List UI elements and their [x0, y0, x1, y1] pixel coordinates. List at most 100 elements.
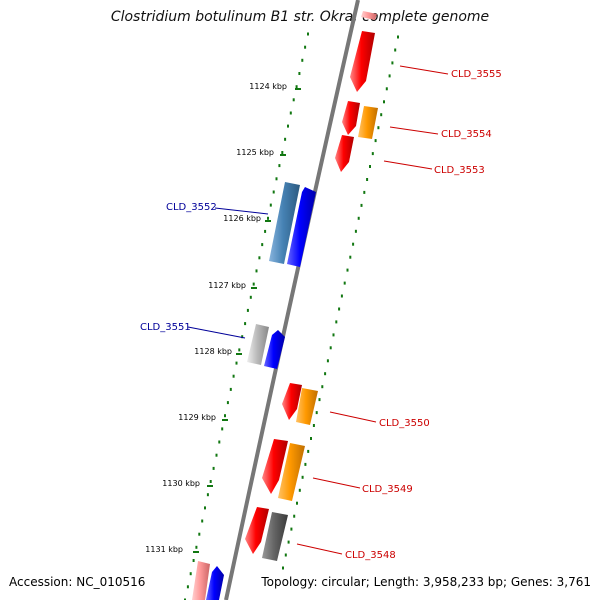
genome-summary-text: Topology: circular; Length: 3,958,233 bp…	[261, 575, 591, 589]
tick-label-1125: 1125 kbp	[236, 148, 274, 157]
scale-dot	[354, 229, 357, 233]
scale-dot	[258, 256, 261, 260]
gene-arrow-cld-3554[interactable]	[358, 106, 378, 139]
scale-dot	[244, 322, 247, 326]
scale-dot	[315, 411, 318, 415]
gene-arrow-cld-3553[interactable]	[335, 135, 354, 172]
leader-cld-3553	[383, 160, 433, 170]
major-ticks	[193, 88, 301, 553]
gene-arrow-cld-3552[interactable]	[287, 187, 316, 267]
scale-dot	[278, 164, 281, 168]
gene-label-cld-3550[interactable]: CLD_3550	[379, 418, 430, 429]
scale-dot	[192, 559, 195, 562]
scale-dot	[204, 506, 206, 510]
scale-dot	[296, 501, 298, 505]
scale-dot	[307, 32, 309, 36]
scale-dot	[292, 98, 295, 102]
leader-cld-3554	[389, 126, 439, 135]
scale-dot	[335, 320, 338, 324]
scale-dot	[284, 553, 287, 557]
scale-dot	[212, 466, 215, 470]
gene-label-cld-3552[interactable]: CLD_3552	[166, 202, 217, 213]
scale-dot	[298, 72, 301, 75]
tick-label-1129: 1129 kbp	[178, 413, 216, 422]
scale-dot	[321, 385, 324, 389]
gene-label-cld-3553[interactable]: CLD_3553	[434, 165, 485, 176]
scale-dot	[324, 372, 327, 376]
gene-arrow-top-pink[interactable]	[361, 11, 377, 20]
leader-cld-3552	[214, 207, 269, 215]
scale-dot	[267, 216, 269, 220]
scale-dot	[261, 243, 264, 247]
scale-dot	[215, 453, 218, 457]
scale-dot	[269, 203, 272, 207]
scale-dot	[374, 139, 377, 143]
scale-dot	[184, 598, 186, 600]
scale-dot	[329, 346, 332, 350]
gene-label-cld-3551[interactable]: CLD_3551	[140, 322, 191, 333]
scale-dot	[246, 308, 249, 312]
scale-dot	[307, 449, 310, 453]
left-scale-dots	[184, 32, 309, 600]
gene-label-cld-3555[interactable]: CLD_3555	[451, 69, 502, 80]
scale-dot	[346, 268, 349, 272]
scale-dot	[221, 427, 224, 431]
scale-dot	[391, 61, 394, 65]
scale-dot	[326, 359, 329, 363]
scale-dot	[363, 190, 366, 194]
scale-dot	[264, 229, 267, 233]
gene-label-cld-3548[interactable]: CLD_3548	[345, 550, 396, 561]
scale-dot	[304, 45, 307, 49]
scale-dot	[218, 440, 221, 444]
leader-cld-3551	[187, 326, 246, 339]
gene-arrow-cld-3549[interactable]	[278, 443, 305, 501]
gene-label-cld-3549[interactable]: CLD_3549	[362, 484, 413, 495]
gene-arrow-cld-3552-steel[interactable]	[269, 182, 300, 264]
leader-cld-3549	[312, 477, 361, 489]
scale-dot	[397, 35, 399, 39]
scale-dot	[289, 111, 292, 115]
gene-label-cld-3554[interactable]: CLD_3554	[441, 129, 492, 140]
scale-dot	[287, 124, 289, 128]
leader-cld-3548	[296, 543, 343, 555]
tick-label-1126: 1126 kbp	[223, 214, 261, 223]
tick-label-1124: 1124 kbp	[249, 82, 287, 91]
gene-arrow-cld-3550-red[interactable]	[282, 383, 302, 420]
scale-dot	[301, 58, 304, 62]
gene-arrow-cld-3550[interactable]	[296, 388, 318, 425]
scale-dot	[201, 519, 204, 523]
gene-arrow-bottom-pink[interactable]	[192, 561, 210, 600]
gene-arrow-cld-3551-grey[interactable]	[247, 324, 269, 365]
scale-dot	[249, 295, 252, 299]
tick-label-1128: 1128 kbp	[194, 347, 232, 356]
scale-dot	[206, 493, 209, 497]
scale-dot	[198, 532, 201, 536]
scale-dot	[275, 177, 278, 181]
scale-dot	[338, 307, 341, 311]
gene-arrow-cld-3551[interactable]	[264, 330, 285, 369]
scale-dot	[394, 48, 397, 52]
scale-dot	[352, 242, 355, 246]
scale-dot	[287, 540, 290, 544]
scale-dot	[310, 437, 312, 440]
scale-dot	[380, 113, 383, 117]
scale-dot	[332, 333, 335, 337]
scale-dot	[252, 282, 255, 286]
gene-arrow-cld-3548[interactable]	[262, 512, 288, 561]
gene-arrow-cld-3548-red[interactable]	[245, 507, 269, 554]
scale-dot	[209, 480, 212, 483]
scale-dot	[290, 527, 293, 531]
gene-arrow-cld-3554-red[interactable]	[342, 101, 360, 135]
scale-dot	[340, 294, 343, 298]
gene-arrow-cld-3549-red[interactable]	[262, 439, 288, 494]
scale-dot	[186, 585, 189, 589]
right-scale-dots	[282, 35, 399, 570]
scale-dot	[366, 178, 369, 181]
scale-dot	[343, 281, 346, 285]
scale-dot	[282, 566, 284, 570]
gene-arrow-bottom-blue[interactable]	[206, 566, 224, 600]
gene-arrow-cld-3555[interactable]	[350, 31, 375, 92]
scale-dot	[371, 152, 374, 156]
scale-dot	[284, 137, 287, 141]
